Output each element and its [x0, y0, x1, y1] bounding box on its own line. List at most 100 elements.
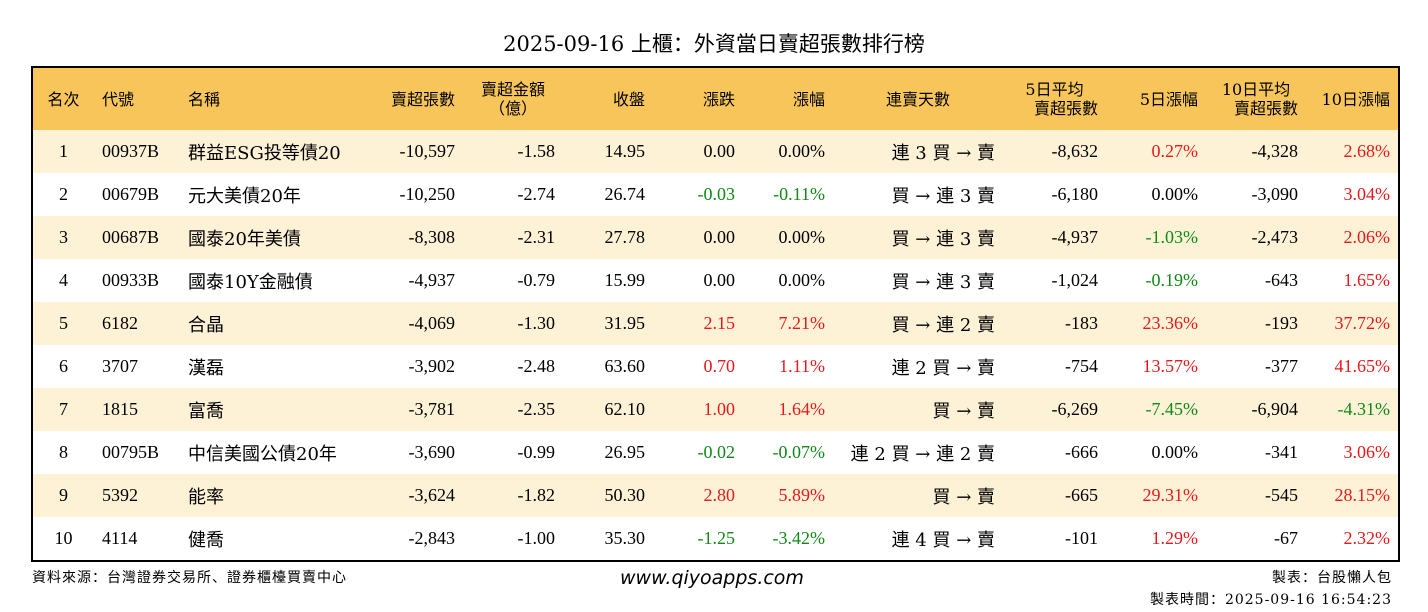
- change-pct-cell: -0.11%: [743, 173, 833, 216]
- avg10-cell: -341: [1206, 431, 1306, 474]
- table-row: 2 00679B 元大美債20年 -10,250 -2.74 26.74 -0.03 -0.1…: [32, 173, 1399, 216]
- code-cell: 00795B: [94, 431, 180, 474]
- change-cell: 0.00: [653, 259, 743, 302]
- name-cell: 中信美國公債20年: [180, 431, 370, 474]
- avg10-cell: -2,473: [1206, 216, 1306, 259]
- avg5-cell: -101: [1003, 517, 1106, 561]
- sell-amount-cell: -2.48: [463, 345, 563, 388]
- pct10-cell: 41.65%: [1306, 345, 1399, 388]
- page-title: 2025-09-16 上櫃：外資當日賣超張數排行榜: [503, 32, 925, 56]
- avg10-cell: -6,904: [1206, 388, 1306, 431]
- name-cell: 能率: [180, 474, 370, 517]
- pct5-cell: 1.29%: [1106, 517, 1206, 561]
- code-cell: 00933B: [94, 259, 180, 302]
- avg5-cell: -665: [1003, 474, 1106, 517]
- table-row: 8 00795B 中信美國公債20年 -3,690 -0.99 26.95 -0.02 -0.…: [32, 431, 1399, 474]
- pct10-cell: 1.65%: [1306, 259, 1399, 302]
- header-avg5-line1: 5日平均: [1025, 80, 1084, 99]
- avg5-cell: -4,937: [1003, 216, 1106, 259]
- header-days: 連賣天數: [833, 67, 1003, 130]
- code-cell: 5392: [94, 474, 180, 517]
- change-pct-cell: -3.42%: [743, 517, 833, 561]
- avg5-cell: -6,180: [1003, 173, 1106, 216]
- header-name: 名稱: [180, 67, 370, 130]
- change-pct-cell: 1.64%: [743, 388, 833, 431]
- change-pct-cell: -0.07%: [743, 431, 833, 474]
- code-cell: 4114: [94, 517, 180, 561]
- pct10-cell: 2.68%: [1306, 130, 1399, 173]
- change-pct-cell: 5.89%: [743, 474, 833, 517]
- avg10-cell: -643: [1206, 259, 1306, 302]
- sell-amount-cell: -1.82: [463, 474, 563, 517]
- close-cell: 35.30: [563, 517, 653, 561]
- sell-qty-cell: -3,902: [370, 345, 463, 388]
- pct5-cell: 0.27%: [1106, 130, 1206, 173]
- header-sell-amount-line2: （億）: [488, 99, 537, 118]
- change-cell: -0.02: [653, 431, 743, 474]
- avg5-cell: -6,269: [1003, 388, 1106, 431]
- days-cell: 買 → 連 3 賣: [833, 216, 1003, 259]
- pct5-cell: 13.57%: [1106, 345, 1206, 388]
- rank-cell: 10: [32, 517, 94, 561]
- table-maker: 製表：台股懶人包: [1272, 570, 1392, 586]
- change-pct-cell: 1.11%: [743, 345, 833, 388]
- days-cell: 連 3 買 → 賣: [833, 130, 1003, 173]
- sell-amount-cell: -2.31: [463, 216, 563, 259]
- header-avg10: 10日平均 賣超張數: [1206, 67, 1306, 130]
- name-cell: 合晶: [180, 302, 370, 345]
- pct5-cell: 29.31%: [1106, 474, 1206, 517]
- sell-qty-cell: -4,069: [370, 302, 463, 345]
- sell-qty-cell: -4,937: [370, 259, 463, 302]
- change-pct-cell: 7.21%: [743, 302, 833, 345]
- rank-cell: 6: [32, 345, 94, 388]
- code-cell: 6182: [94, 302, 180, 345]
- sell-qty-cell: -3,624: [370, 474, 463, 517]
- sell-amount-cell: -0.99: [463, 431, 563, 474]
- close-cell: 50.30: [563, 474, 653, 517]
- header-change: 漲跌: [653, 67, 743, 130]
- header-sell-qty: 賣超張數: [370, 67, 463, 130]
- days-cell: 買 → 連 3 賣: [833, 173, 1003, 216]
- days-cell: 買 → 賣: [833, 388, 1003, 431]
- website-link[interactable]: www.qiyoapps.com: [620, 567, 804, 589]
- change-cell: 1.00: [653, 388, 743, 431]
- sell-amount-cell: -2.74: [463, 173, 563, 216]
- close-cell: 31.95: [563, 302, 653, 345]
- rank-cell: 9: [32, 474, 94, 517]
- header-avg10-line1: 10日平均: [1221, 80, 1291, 99]
- avg10-cell: -377: [1206, 345, 1306, 388]
- name-cell: 國泰20年美債: [180, 216, 370, 259]
- code-cell: 00687B: [94, 216, 180, 259]
- rank-cell: 5: [32, 302, 94, 345]
- days-cell: 連 2 買 → 賣: [833, 345, 1003, 388]
- days-cell: 連 4 買 → 賣: [833, 517, 1003, 561]
- change-cell: 0.00: [653, 216, 743, 259]
- table-row: 5 6182 合晶 -4,069 -1.30 31.95 2.15 7.21% 買 → 連 2 …: [32, 302, 1399, 345]
- header-avg5: 5日平均 賣超張數: [1003, 67, 1106, 130]
- pct10-cell: 3.06%: [1306, 431, 1399, 474]
- days-cell: 連 2 買 → 連 2 賣: [833, 431, 1003, 474]
- table-row: 6 3707 漢磊 -3,902 -2.48 63.60 0.70 1.11% 連 2 買 → …: [32, 345, 1399, 388]
- pct10-cell: 2.06%: [1306, 216, 1399, 259]
- pct10-cell: 3.04%: [1306, 173, 1399, 216]
- avg10-cell: -545: [1206, 474, 1306, 517]
- rank-cell: 8: [32, 431, 94, 474]
- change-cell: -1.25: [653, 517, 743, 561]
- table-row: 4 00933B 國泰10Y金融債 -4,937 -0.79 15.99 0.00 0.00%…: [32, 259, 1399, 302]
- change-cell: 2.80: [653, 474, 743, 517]
- header-avg10-line2: 賣超張數: [1233, 99, 1298, 118]
- pct10-cell: 37.72%: [1306, 302, 1399, 345]
- header-sell-amount-line1: 賣超金額: [480, 80, 545, 99]
- code-cell: 1815: [94, 388, 180, 431]
- header-pct10: 10日漲幅: [1306, 67, 1399, 130]
- sell-amount-cell: -1.00: [463, 517, 563, 561]
- sell-qty-cell: -2,843: [370, 517, 463, 561]
- change-pct-cell: 0.00%: [743, 130, 833, 173]
- pct5-cell: 23.36%: [1106, 302, 1206, 345]
- table-header-row: 名次 代號 名稱 賣超張數 賣超金額 （億） 收盤 漲跌 漲幅 連賣天數 5日平均…: [32, 67, 1399, 130]
- close-cell: 26.95: [563, 431, 653, 474]
- header-sell-amount: 賣超金額 （億）: [463, 67, 563, 130]
- table-made-time: 製表時間：2025-09-16 16:54:23: [1149, 592, 1392, 608]
- pct10-cell: 28.15%: [1306, 474, 1399, 517]
- sell-amount-cell: -1.30: [463, 302, 563, 345]
